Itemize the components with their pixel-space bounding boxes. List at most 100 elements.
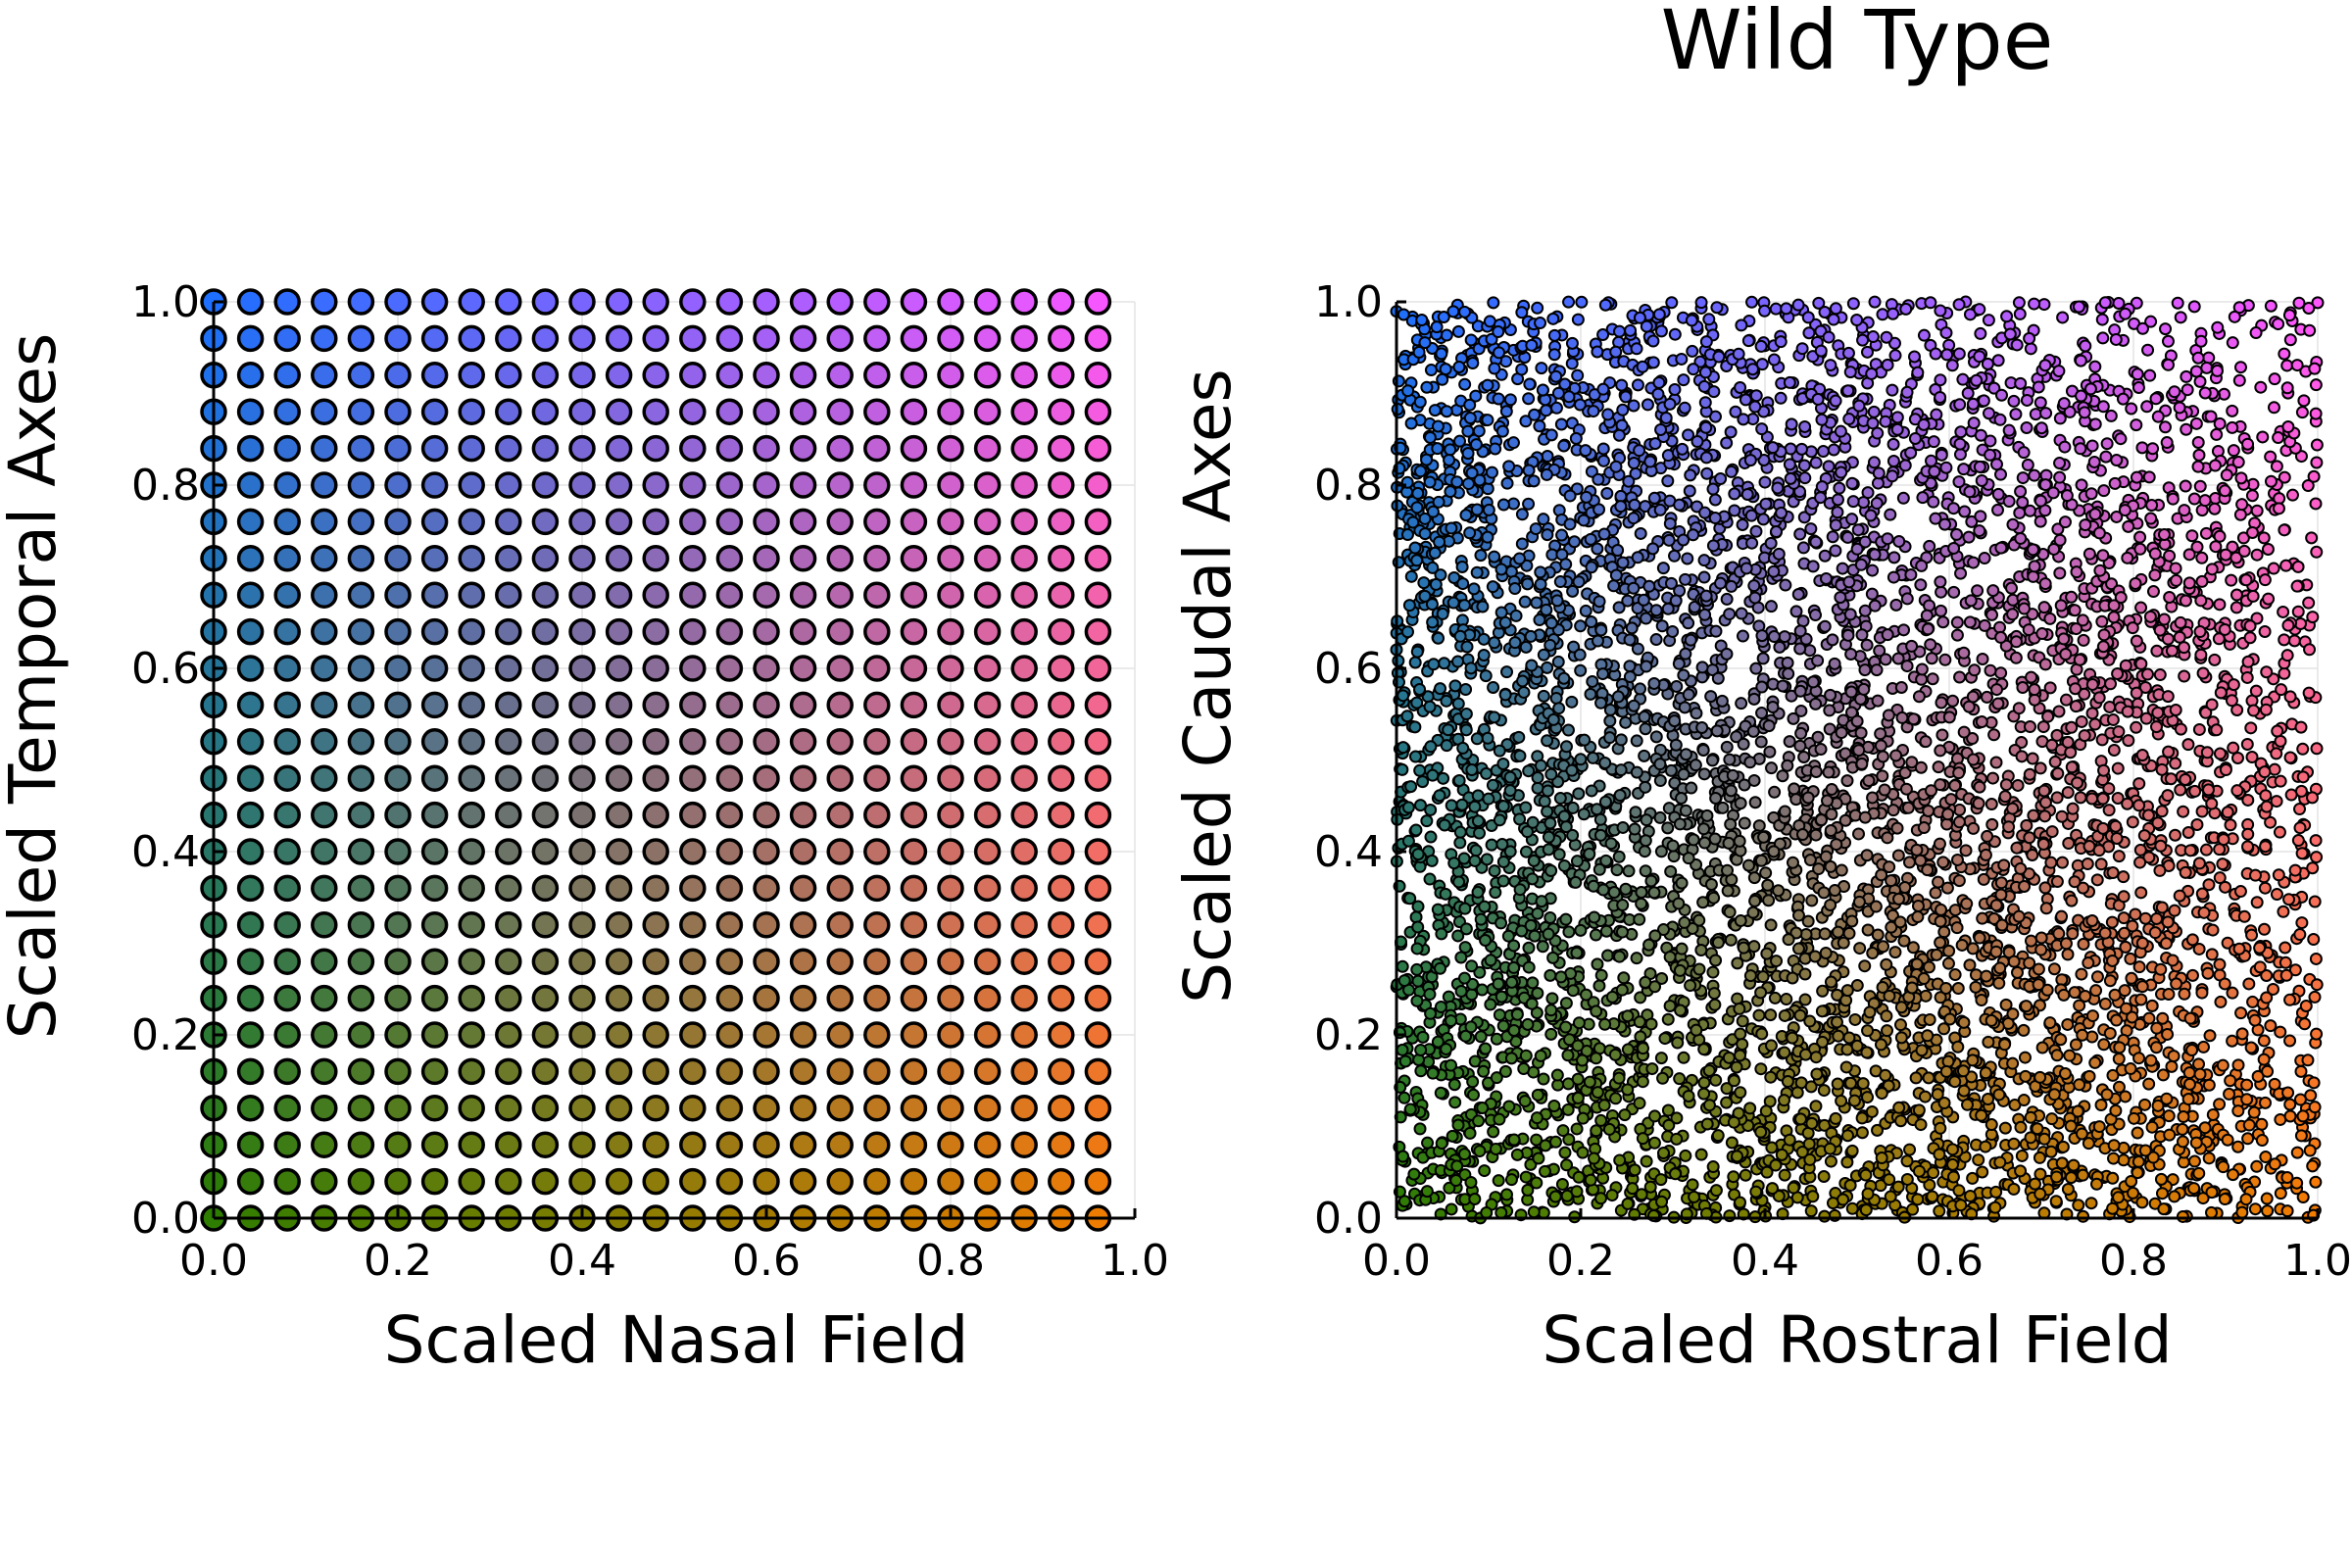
data-point bbox=[2170, 573, 2183, 587]
data-point bbox=[1594, 1113, 1608, 1127]
data-point bbox=[2154, 1172, 2168, 1186]
data-point bbox=[1846, 297, 1860, 311]
data-point bbox=[826, 545, 854, 572]
data-point bbox=[2262, 592, 2276, 606]
data-point bbox=[642, 1167, 669, 1196]
data-point bbox=[531, 728, 560, 756]
data-point bbox=[937, 508, 964, 536]
data-point bbox=[1534, 759, 1547, 772]
data-point bbox=[900, 1167, 928, 1196]
data-point bbox=[1824, 359, 1838, 372]
data-point bbox=[2278, 470, 2291, 484]
data-point bbox=[568, 1131, 596, 1158]
data-point bbox=[568, 581, 596, 609]
data-point bbox=[2278, 941, 2292, 955]
data-point bbox=[1651, 387, 1665, 401]
data-point bbox=[1818, 619, 1832, 633]
data-point bbox=[1084, 874, 1112, 903]
data-point bbox=[1848, 1012, 1862, 1026]
data-point bbox=[495, 434, 522, 463]
data-point bbox=[2233, 885, 2247, 899]
data-point bbox=[1991, 354, 2005, 368]
data-point bbox=[495, 1167, 522, 1196]
data-point bbox=[715, 874, 744, 903]
data-point bbox=[236, 545, 265, 572]
data-point bbox=[2208, 459, 2222, 472]
data-point bbox=[1710, 301, 1724, 315]
data-point bbox=[937, 434, 964, 463]
data-point bbox=[2205, 698, 2219, 711]
data-point bbox=[384, 617, 412, 646]
data-point bbox=[1804, 1080, 1818, 1094]
data-point bbox=[2014, 485, 2028, 499]
data-point bbox=[2258, 881, 2272, 895]
data-point bbox=[973, 1131, 1002, 1158]
data-point bbox=[1661, 821, 1675, 835]
data-point bbox=[900, 655, 928, 682]
data-point bbox=[2305, 531, 2319, 545]
data-point bbox=[1886, 437, 1900, 451]
data-point bbox=[1010, 1167, 1038, 1196]
data-point bbox=[753, 545, 780, 572]
data-point bbox=[568, 764, 596, 792]
data-point bbox=[973, 1095, 1002, 1122]
data-point bbox=[2106, 866, 2120, 880]
data-point bbox=[1973, 524, 1986, 538]
data-point bbox=[1414, 1064, 1428, 1078]
data-point bbox=[642, 617, 669, 646]
data-point bbox=[1503, 770, 1517, 784]
data-point bbox=[347, 1095, 375, 1122]
data-point bbox=[1967, 556, 1981, 569]
data-point bbox=[531, 398, 560, 425]
data-point bbox=[1084, 362, 1112, 389]
data-point bbox=[2311, 296, 2325, 310]
data-point bbox=[1553, 792, 1567, 806]
data-point bbox=[2156, 1068, 2170, 1082]
data-point bbox=[273, 838, 301, 865]
data-point bbox=[1562, 1133, 1576, 1147]
data-point bbox=[973, 471, 1002, 499]
data-point bbox=[1845, 476, 1859, 490]
data-point bbox=[420, 362, 449, 389]
data-point bbox=[1987, 381, 2001, 395]
data-point bbox=[1858, 604, 1872, 617]
data-point bbox=[1424, 803, 1438, 816]
data-point bbox=[1937, 925, 1951, 939]
data-point bbox=[2293, 928, 2307, 942]
data-point bbox=[2015, 1149, 2029, 1162]
data-point bbox=[2257, 1053, 2271, 1066]
data-point bbox=[2143, 368, 2157, 382]
data-point bbox=[347, 508, 375, 536]
y-tick-label: 0.0 bbox=[131, 1194, 200, 1244]
data-point bbox=[2133, 542, 2147, 556]
data-point bbox=[347, 1167, 375, 1196]
data-point bbox=[1923, 539, 1936, 553]
data-point bbox=[679, 984, 707, 1012]
data-point bbox=[384, 471, 412, 499]
data-point bbox=[1633, 912, 1646, 926]
data-point bbox=[1833, 481, 1846, 495]
data-point bbox=[2248, 1202, 2262, 1216]
data-point bbox=[2132, 777, 2146, 791]
y-tick-label: 0.4 bbox=[131, 827, 200, 877]
data-point bbox=[458, 1095, 485, 1122]
data-point bbox=[1723, 906, 1737, 919]
data-point bbox=[1464, 662, 1478, 675]
data-point bbox=[1453, 836, 1467, 850]
data-point bbox=[1426, 615, 1440, 629]
data-point bbox=[2084, 487, 2098, 501]
data-point bbox=[1861, 923, 1875, 937]
data-point bbox=[1871, 694, 1885, 708]
data-point bbox=[1886, 455, 1900, 468]
data-point bbox=[1440, 405, 1453, 418]
data-point bbox=[1084, 984, 1112, 1012]
data-point bbox=[2287, 634, 2301, 648]
data-point bbox=[605, 984, 633, 1012]
data-point bbox=[642, 508, 669, 536]
data-point bbox=[2026, 752, 2039, 765]
data-point bbox=[1843, 608, 1857, 621]
data-point bbox=[2294, 1129, 2308, 1143]
data-point bbox=[1797, 511, 1811, 524]
data-point bbox=[1647, 491, 1661, 505]
data-point bbox=[384, 581, 412, 609]
